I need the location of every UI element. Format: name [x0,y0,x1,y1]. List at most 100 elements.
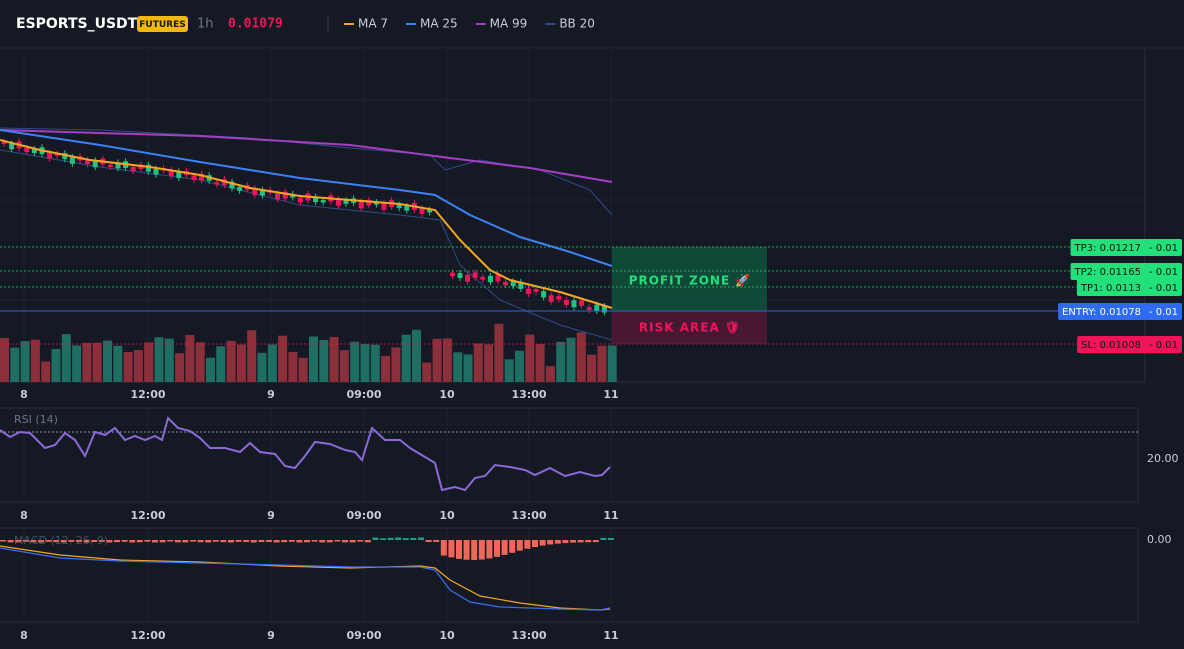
volume-bar [515,350,524,382]
macd-bar [501,540,508,555]
macd-line [0,547,611,611]
candle-body [85,159,91,164]
macd-label: MACD (12, 26, 9) [14,534,108,547]
time-label: 12:00 [130,509,165,522]
candle-body [487,275,493,283]
volume-bar [339,350,349,382]
level-suffix: - 0.01 [1149,307,1178,318]
time-label: 13:00 [511,388,546,401]
candle-body [31,148,37,154]
volume-bar [72,345,82,382]
macd-bar [357,540,364,542]
macd-bar [418,537,424,540]
candle-body [69,156,75,164]
volume-bar [504,359,514,382]
time-label: 8 [20,388,28,401]
macd-bar [562,540,569,544]
candle-body [358,201,364,209]
volume-bar [370,344,380,382]
time-label: 11 [603,388,618,401]
macd-bar [600,537,607,540]
profit-zone [612,247,767,311]
time-label: 11 [603,509,618,522]
candle-body [320,200,326,203]
macd-bar [7,540,14,543]
price: 0.01079 [228,17,283,32]
volume-bar [453,352,463,382]
volume-bar [412,329,421,382]
macd-bar [38,540,44,543]
legend-label: BB 20 [559,17,595,31]
volume-bar [30,339,40,382]
macd-bar [387,537,394,540]
volume [0,323,617,382]
volume-bar [494,323,504,382]
badge: FUTURES [139,20,185,30]
macd-bar [136,540,143,543]
volume-bar [113,345,123,382]
volume-bar [154,337,164,382]
macd-bar [190,540,196,542]
volume-bar [422,362,432,382]
candle-body [275,193,281,200]
macd-bar [15,540,22,543]
candle-body [518,281,524,289]
macd-bar [532,540,538,547]
volume-bar [267,344,277,382]
candle-body [47,152,53,159]
macd-bar [144,540,151,542]
macd-bar [395,537,402,540]
time-label: 09:00 [346,509,381,522]
candle-body [427,209,433,213]
candle-body [62,153,68,160]
time-label: 09:00 [346,388,381,401]
macd-bar [53,540,60,543]
candle-body [92,160,98,168]
profit-zone-label: PROFIT ZONE 🚀 [629,274,752,288]
macd-bar [273,540,280,543]
volume-bar [566,337,576,382]
macd-bar [342,540,348,543]
macd-histogram [0,537,614,560]
interval: 1h [197,17,214,32]
legend: MA 7 MA 25 MA 99 BB 20 [344,17,595,31]
ma25 [0,129,613,267]
candle-body [373,202,379,205]
macd-bar [250,540,257,543]
level-tag [1070,239,1182,256]
candle-body [229,181,235,189]
macd-bar [30,540,37,543]
volume-bar [133,349,143,382]
candle-body [214,182,220,185]
time-label: 13:00 [511,629,546,642]
macd-bar [83,540,90,543]
macd-bar [235,540,242,542]
time-label: 9 [267,509,275,522]
macd-bar [577,540,584,543]
candle-body [54,153,60,156]
candle-body [9,143,15,150]
macd-bar [152,540,158,543]
level-label: SL: 0.01008 [1081,340,1141,351]
level-suffix: - 0.01 [1149,243,1178,254]
time-label: 12:00 [130,629,165,642]
volume-bar [10,347,20,382]
macd-bar [91,540,98,543]
macd-bar [205,540,212,543]
macd-bar [509,540,516,553]
level-tag [1070,263,1182,280]
volume-bar [360,344,370,382]
macd-bar [167,540,174,542]
symbol: ESPORTS_USDT [16,16,138,32]
rsi-label: RSI (14) [14,413,58,426]
candle-body [563,300,569,305]
candle-body [343,200,349,204]
time-label: 10 [439,388,455,401]
candle-body [335,198,341,206]
volume-bar [381,355,391,382]
candle-body [282,191,288,199]
volume-bar [288,351,298,382]
grid [0,50,1145,622]
candle-body [153,168,159,175]
